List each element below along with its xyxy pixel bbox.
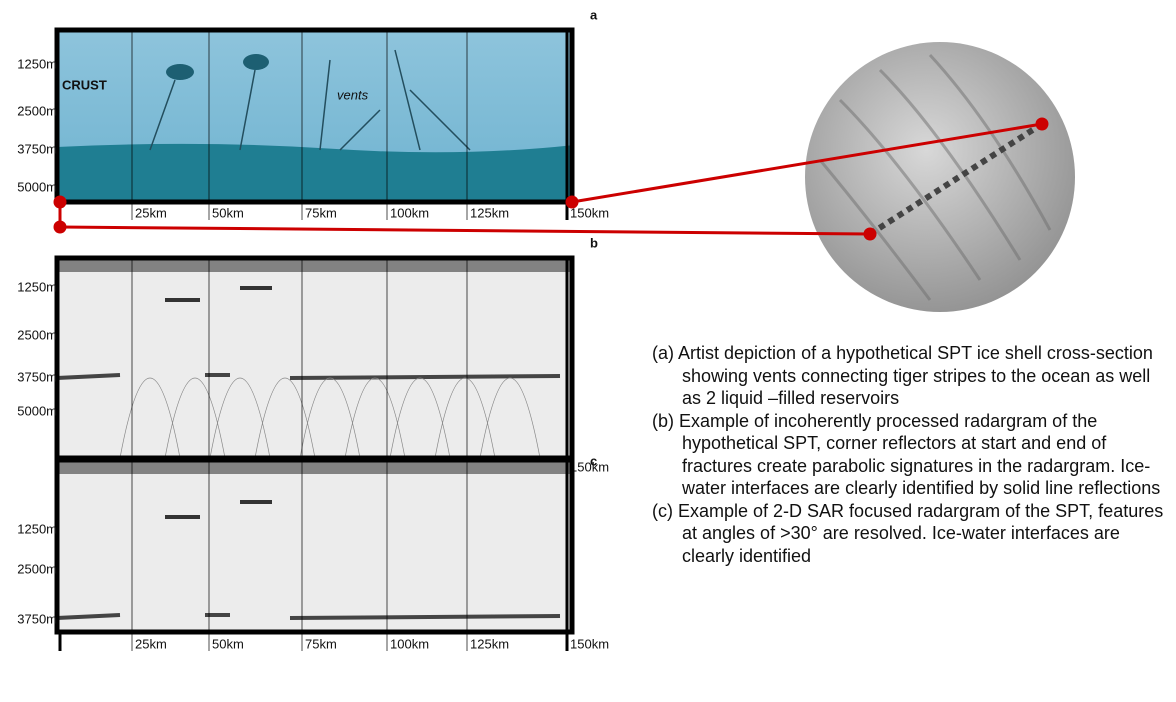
depth-label: 3750m <box>17 141 57 156</box>
distance-label: 150km <box>570 205 609 220</box>
depth-label: 1250m <box>17 521 57 536</box>
distance-label: 100km <box>390 205 429 220</box>
page: CRUST vents a 1250m 2500m 3750m 5000m 25km 50km 7… <box>0 0 1176 702</box>
depth-label: 2500m <box>17 103 57 118</box>
depth-label: 1250m <box>17 279 57 294</box>
depth-label: 5000m <box>17 403 57 418</box>
depth-label: 2500m <box>17 561 57 576</box>
radargram <box>57 460 572 632</box>
distance-label: 150km <box>570 636 609 651</box>
radargram <box>57 258 572 458</box>
captions: (a) Artist depiction of a hypothetical S… <box>652 342 1167 567</box>
depth-label: 1250m <box>17 56 57 71</box>
moon-map <box>805 42 1075 312</box>
depth-label: 3750m <box>17 369 57 384</box>
crust-label: CRUST <box>62 77 107 92</box>
reservoir <box>243 54 269 70</box>
distance-label: 50km <box>212 636 244 651</box>
panel: CRUST vents a 1250m 2500m 3750m 5000m 25km 50km 7… <box>17 7 609 220</box>
distance-label: 75km <box>305 636 337 651</box>
distance-label: 100km <box>390 636 429 651</box>
panel: c 1250m 2500m 3750m 25km 50km 75km 100km 125km 15… <box>17 453 609 651</box>
ocean <box>57 144 572 202</box>
panel-letter: a <box>590 7 598 22</box>
distance-label: 125km <box>470 205 509 220</box>
distance-label: 125km <box>470 636 509 651</box>
reservoir <box>166 64 194 80</box>
panel-letter: c <box>590 453 597 468</box>
depth-label: 3750m <box>17 611 57 626</box>
depth-label: 5000m <box>17 179 57 194</box>
caption: (a) Artist depiction of a hypothetical S… <box>652 342 1167 410</box>
caption: (b) Example of incoherently processed ra… <box>652 410 1167 500</box>
panel-letter: b <box>590 235 598 250</box>
distance-label: 75km <box>305 205 337 220</box>
distance-label: 25km <box>135 205 167 220</box>
caption: (c) Example of 2-D SAR focused radargram… <box>652 500 1167 568</box>
depth-label: 2500m <box>17 327 57 342</box>
distance-label: 50km <box>212 205 244 220</box>
vents-label: vents <box>337 87 369 102</box>
distance-label: 25km <box>135 636 167 651</box>
panel: b1250m2500m3750m5000m25km50km75km100km12… <box>17 235 609 474</box>
